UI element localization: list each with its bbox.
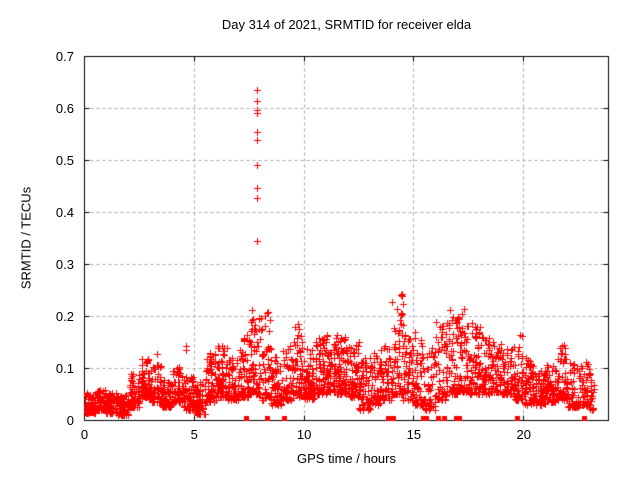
- y-tick-label: 0.7: [55, 48, 74, 64]
- y-tick-label: 0.1: [55, 360, 74, 376]
- x-tick-label: 5: [190, 427, 198, 442]
- x-axis-title: GPS time / hours: [297, 451, 396, 466]
- x-tick-label: 0: [80, 427, 89, 442]
- chart-title: Day 314 of 2021, SRMTID for receiver eld…: [221, 17, 472, 32]
- y-tick-label: 0.6: [55, 100, 74, 116]
- y-tick-label: 0: [66, 412, 74, 428]
- y-tick-label: 0.3: [55, 256, 74, 272]
- y-tick-label: 0.5: [55, 152, 74, 168]
- x-tick-label: 15: [406, 427, 422, 442]
- x-tick-label: 20: [516, 427, 531, 442]
- y-axis-title: SRMTID / TECUs: [18, 186, 34, 290]
- y-tick-label: 0.2: [55, 308, 74, 324]
- y-tick-label: 0.4: [55, 204, 74, 220]
- x-tick-label: 10: [296, 427, 312, 442]
